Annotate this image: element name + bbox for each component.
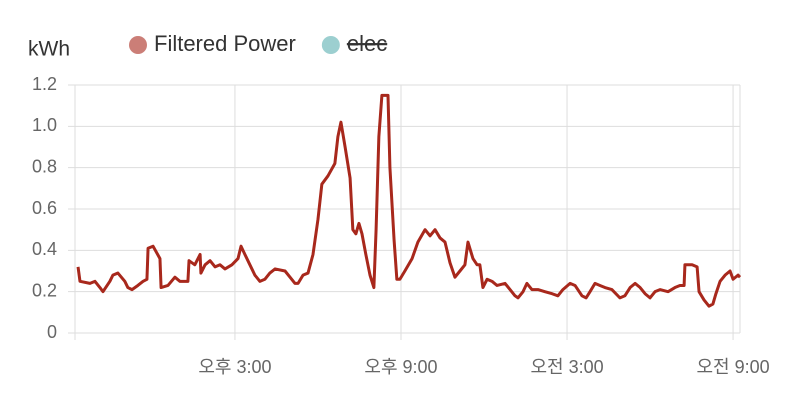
y-tick-label: 1.2 bbox=[32, 74, 57, 94]
data-line bbox=[76, 93, 742, 308]
y-tick-label: 1.0 bbox=[32, 115, 57, 135]
grid: 0 0.2 0.4 0.6 0.8 1.0 1.2 오후 3:00 오후 9:00 오전 3:00… bbox=[32, 74, 770, 377]
y-tick-label: 0.6 bbox=[32, 198, 57, 218]
x-tick-label: 오전 3:00 bbox=[530, 357, 603, 377]
x-tick-label: 오후 3:00 bbox=[198, 357, 271, 377]
legend-label[interactable]: elec bbox=[347, 31, 387, 56]
x-tick-label: 오전 9:00 bbox=[697, 357, 770, 377]
y-unit-label: kWh bbox=[28, 38, 70, 61]
x-tick-label: 오후 9:00 bbox=[364, 357, 437, 377]
y-tick-label: 0 bbox=[47, 322, 57, 342]
legend-swatch[interactable] bbox=[321, 36, 340, 54]
y-tick-label: 0.2 bbox=[32, 280, 57, 300]
legend: Filtered Power elec bbox=[129, 31, 387, 56]
y-tick-label: 0.4 bbox=[32, 239, 57, 259]
y-tick-label: 0.8 bbox=[32, 156, 57, 176]
plot-area bbox=[76, 93, 742, 308]
legend-swatch[interactable] bbox=[129, 36, 147, 54]
legend-label[interactable]: Filtered Power bbox=[154, 31, 296, 56]
